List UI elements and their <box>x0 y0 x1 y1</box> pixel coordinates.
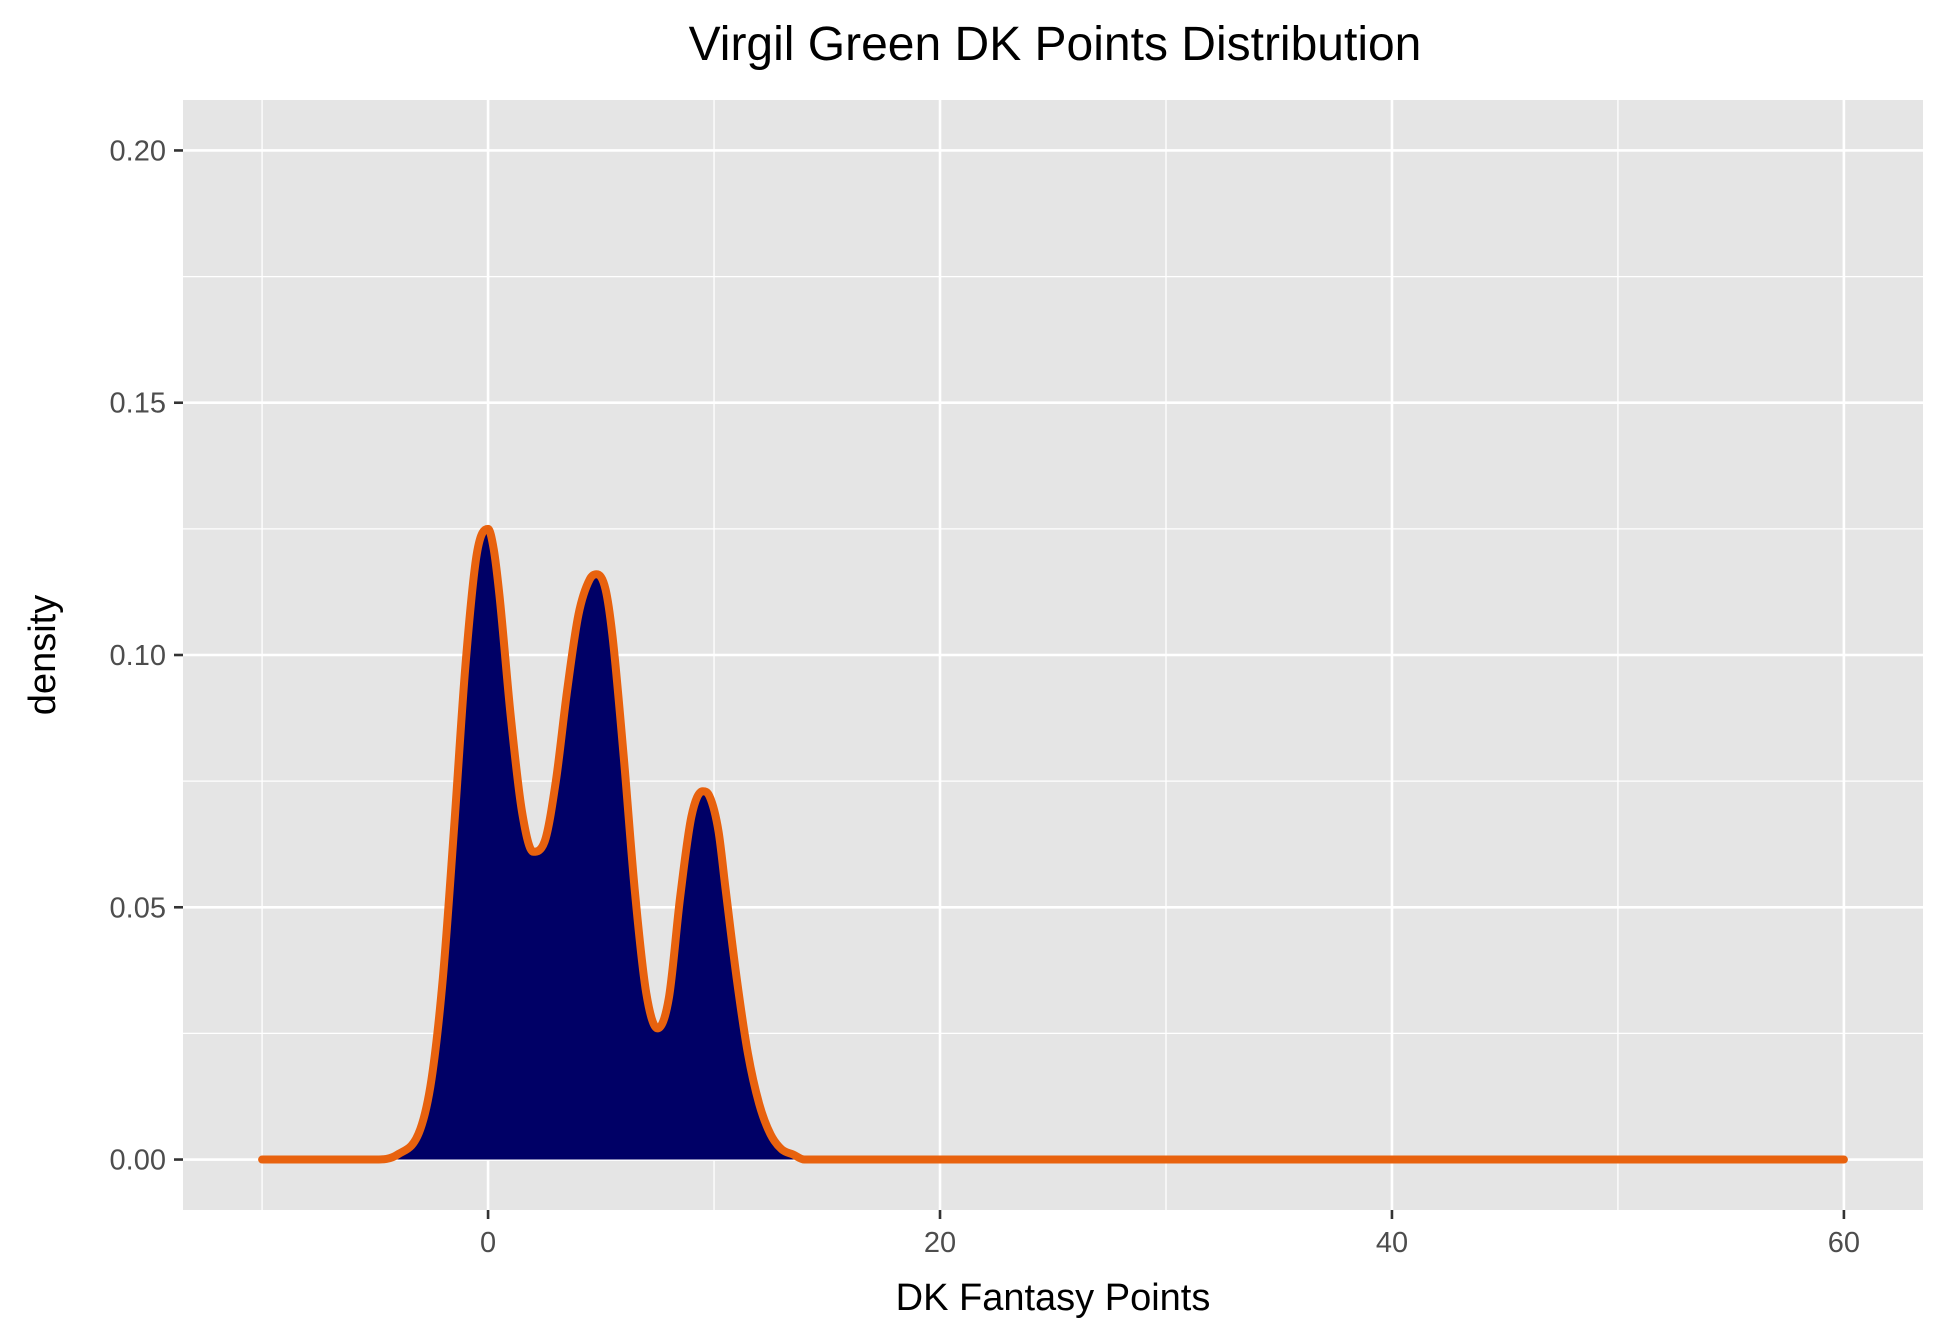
x-axis-ticks: 0 20 40 60 <box>480 1210 1860 1259</box>
y-tick-label: 0.20 <box>110 135 166 167</box>
chart-title: Virgil Green DK Points Distribution <box>689 18 1422 71</box>
y-axis-title: density <box>22 595 64 715</box>
y-tick-label: 0.10 <box>110 640 166 672</box>
y-axis-ticks: 0.00 0.05 0.10 0.15 0.20 <box>110 135 183 1177</box>
y-tick-label: 0.05 <box>110 892 166 924</box>
y-tick-label: 0.15 <box>110 388 166 420</box>
x-axis-title: DK Fantasy Points <box>896 1277 1211 1319</box>
density-area <box>262 528 1844 1160</box>
density-line <box>258 524 1848 1164</box>
x-tick-label: 20 <box>924 1227 956 1259</box>
x-tick-label: 40 <box>1376 1227 1408 1259</box>
x-tick-label: 0 <box>480 1227 496 1259</box>
x-tick-label: 60 <box>1828 1227 1860 1259</box>
y-tick-label: 0.00 <box>110 1145 166 1177</box>
